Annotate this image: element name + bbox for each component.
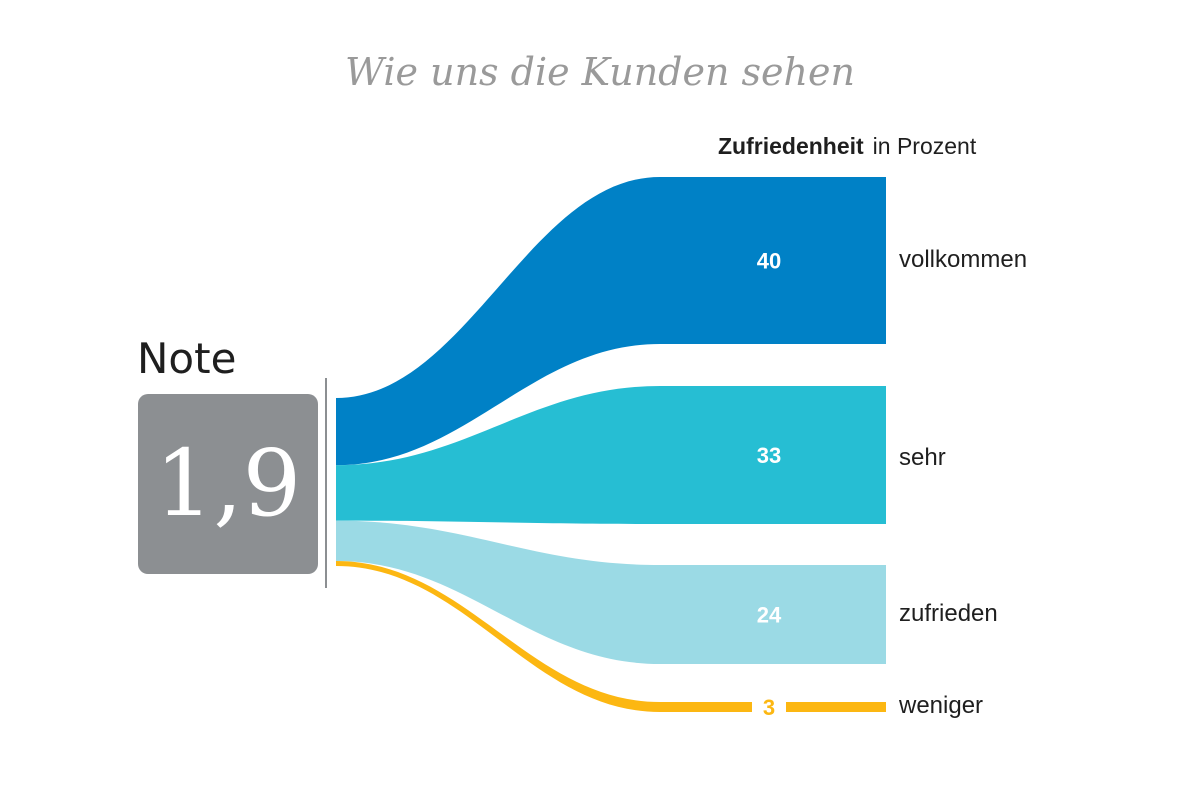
- grade-box: 1,9: [138, 394, 318, 574]
- value-label-sehr: 33: [757, 443, 781, 468]
- flow-band-path-sehr: [336, 386, 886, 524]
- legend-header-measure: Zufriedenheit: [718, 133, 864, 159]
- category-label-zufrieden: zufrieden: [899, 600, 998, 627]
- legend-header: Zufriedenheit in Prozent: [718, 133, 976, 160]
- value-label-weniger: 3: [763, 695, 775, 720]
- grade-value: 1,9: [154, 430, 302, 537]
- flow-band-vollkommen: [336, 177, 886, 466]
- value-label-bg-weniger: [752, 693, 786, 721]
- category-label-vollkommen: vollkommen: [899, 246, 1028, 273]
- legend-header-unit: in Prozent: [872, 133, 977, 159]
- value-label-vollkommen: 40: [757, 249, 781, 274]
- flow-band-zufrieden: [336, 520, 886, 664]
- flow-band-path-zufrieden: [336, 520, 886, 664]
- category-label-weniger: weniger: [899, 692, 984, 719]
- grade-label: Note: [137, 334, 237, 383]
- flow-band-path-vollkommen: [336, 177, 886, 466]
- source-divider: [325, 378, 327, 588]
- chart-title: Wie uns die Kunden sehen: [345, 50, 855, 94]
- value-label-zufrieden: 24: [757, 603, 782, 628]
- category-label-sehr: sehr: [899, 444, 946, 471]
- flow-band-sehr: [336, 386, 886, 524]
